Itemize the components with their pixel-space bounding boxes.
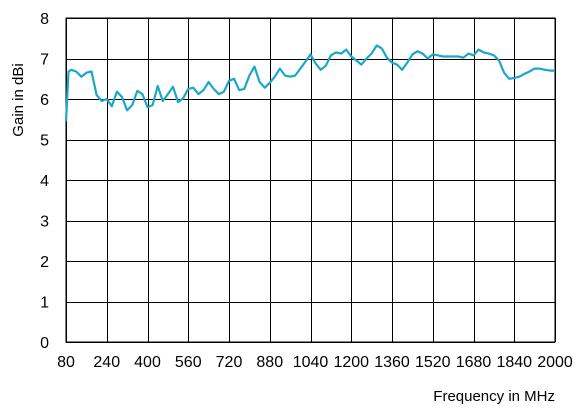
- y-tick-label: 4: [40, 173, 49, 190]
- tick-labels: 80 240 400 560 720 880 1040 1200 1360 1520 1680 184…: [40, 11, 573, 371]
- x-tick-label: 1520: [415, 354, 451, 371]
- y-tick-label: 0: [40, 335, 49, 352]
- gain-series-line: [64, 44, 555, 122]
- x-tick-label: 80: [57, 354, 75, 371]
- grid: [66, 18, 556, 343]
- plot-frame: [65, 17, 556, 343]
- x-tick-label: 400: [134, 354, 161, 371]
- x-tick-label: 1200: [333, 354, 369, 371]
- x-tick-label: 1360: [374, 354, 410, 371]
- x-tick-label: 240: [93, 354, 120, 371]
- y-tick-label: 6: [40, 92, 49, 109]
- x-tick-label: 880: [256, 354, 283, 371]
- x-tick-label: 1680: [456, 354, 492, 371]
- x-tick-label: 720: [216, 354, 243, 371]
- y-tick-label: 3: [40, 214, 49, 231]
- x-tick-label: 1040: [293, 354, 329, 371]
- x-tick-label: 560: [175, 354, 202, 371]
- x-axis-label: Frequency in MHz: [433, 388, 555, 405]
- y-tick-label: 2: [40, 254, 49, 271]
- x-tick-label: 1840: [496, 354, 532, 371]
- y-tick-label: 7: [40, 52, 49, 69]
- y-tick-label: 1: [40, 295, 49, 312]
- x-tick-label: 2000: [537, 354, 573, 371]
- y-axis-label: Gain in dBi: [10, 63, 27, 136]
- y-tick-label: 5: [40, 133, 49, 150]
- y-tick-label: 8: [40, 11, 49, 28]
